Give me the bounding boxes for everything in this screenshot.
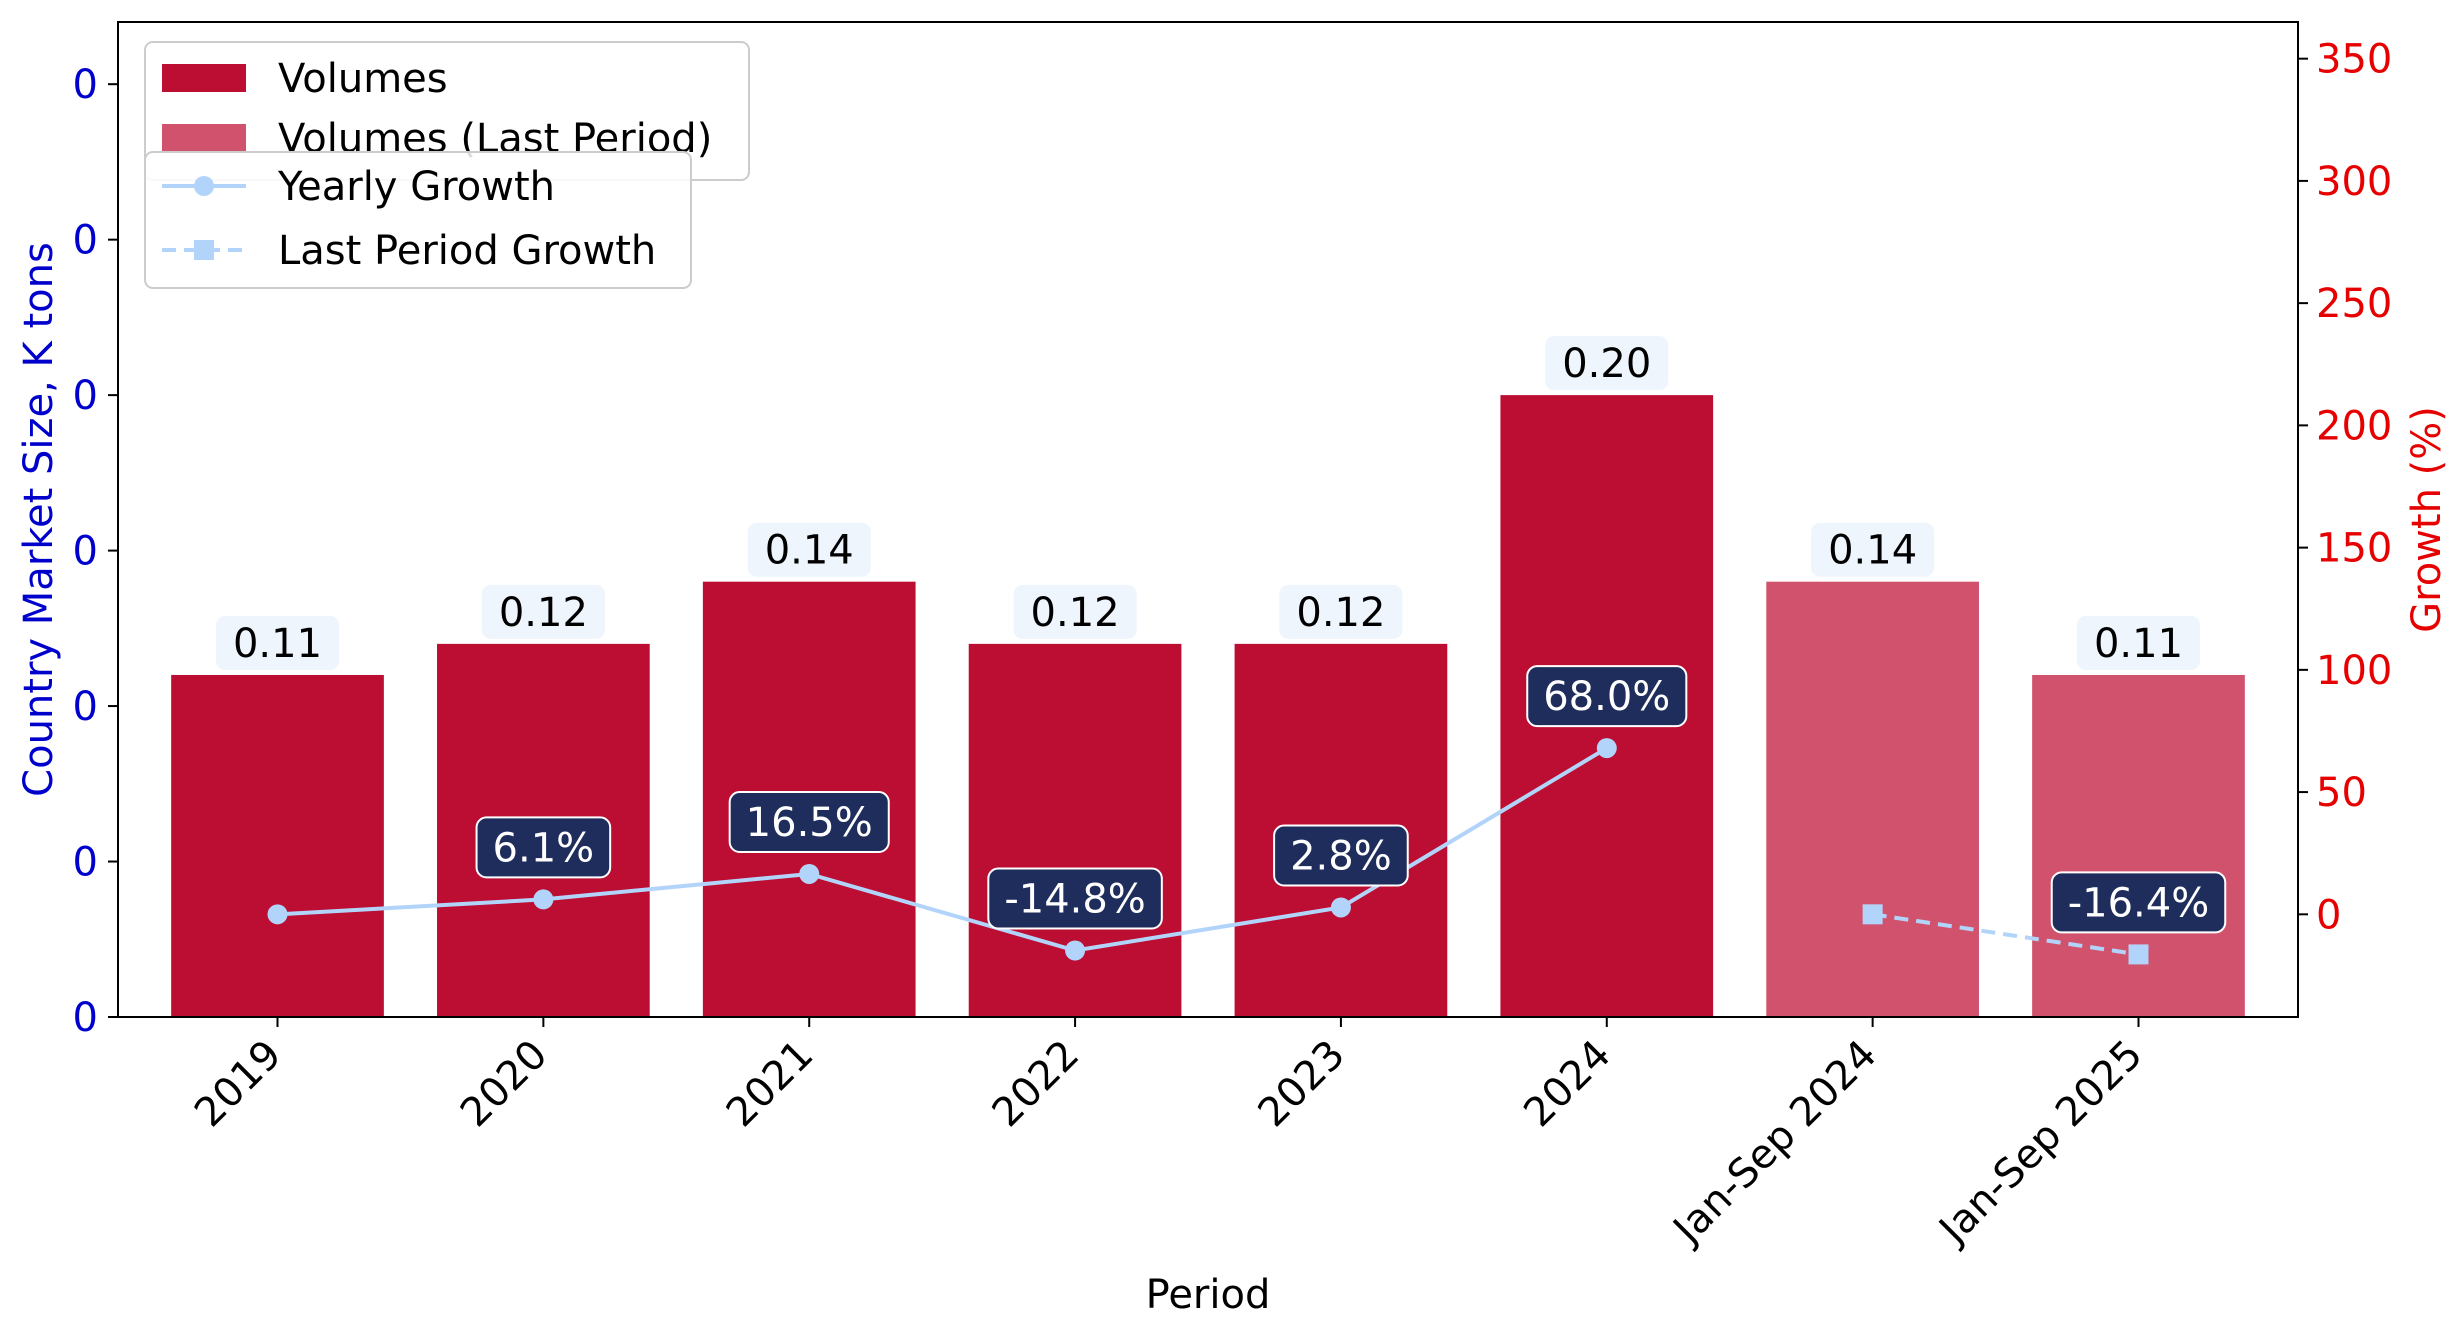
growth-label: 68.0% [1543,674,1670,720]
left-tick-label: 0 [73,62,98,108]
growth-label: -16.4% [2068,880,2210,926]
bar-value-label-box [1809,520,1937,579]
right-tick-label: 250 [2316,281,2392,327]
last-period-growth-line [1872,912,2139,957]
x-tick-label: 2023 [1249,1032,1354,1137]
x-tick-label: 2024 [1515,1032,1620,1137]
yearly-growth-marker [799,863,820,884]
x-tick-label: 2019 [186,1032,291,1137]
bar-value-label: 0.12 [1031,590,1120,636]
y-axis-title-left: Country Market Size, K tons [16,242,62,797]
yearly-growth-marker [267,904,288,925]
right-tick-label: 50 [2316,770,2367,816]
left-tick-label: 0 [73,995,98,1041]
left-tick-label: 0 [73,373,98,419]
x-tick-label: Jan-Sep 2024 [1663,1032,1886,1255]
right-tick-label: 300 [2316,159,2392,205]
growth-label-box [728,790,890,853]
bar-value-label: 0.14 [1828,528,1917,574]
bar-value-label: 0.11 [2094,621,2183,667]
right-tick-label: 150 [2316,526,2392,572]
legend-swatch-volumes [162,64,246,92]
right-tick-label: 100 [2316,648,2392,694]
growth-label-box [1526,665,1688,728]
growth-label-box [1273,824,1409,887]
right-tick-label: 0 [2316,892,2341,938]
bar-jan-sep-2025 [2032,674,2245,1017]
y-axis-title-right: Growth (%) [2404,406,2450,633]
bar-value-label-box [745,520,873,579]
legend-label-last-period-growth: Last Period Growth [278,228,656,274]
x-tick-label: 2020 [452,1032,557,1137]
left-tick-label: 0 [73,218,98,264]
bar-value-label: 0.14 [765,528,854,574]
yearly-growth-marker [1596,738,1617,759]
growth-label: 2.8% [1290,833,1392,879]
growth-label-box [475,816,612,879]
legend-label-yearly-growth: Yearly Growth [277,164,555,210]
legend-label-volumes: Volumes [278,56,448,102]
bar-value-label-box [1277,582,1405,641]
bar-value-label-box [213,613,342,672]
left-tick-label: 0 [73,529,98,575]
bar-value-label-box [479,582,607,641]
x-axis-title: Period [1146,1272,1271,1318]
x-tick-label: Jan-Sep 2025 [1929,1032,2152,1255]
growth-label: -14.8% [1004,877,1146,923]
left-tick-label: 0 [73,840,98,886]
bar-value-label: 0.11 [233,621,322,667]
bar-2022 [968,643,1182,1017]
growth-label: 6.1% [493,825,595,871]
bar-value-label: 0.20 [1562,341,1651,387]
right-tick-label: 350 [2316,37,2392,83]
yearly-growth-marker [533,889,554,910]
right-tick-label: 200 [2316,403,2392,449]
yearly-growth-marker [1065,940,1086,961]
plot-frame [117,21,2299,1018]
legend-marker-last-period-growth [194,240,214,260]
bar-value-label-box [1543,334,1671,393]
left-tick-label: 0 [73,684,98,730]
last-period-growth-marker [2128,944,2149,965]
bar-value-label: 0.12 [499,590,588,636]
legend-lines-box [144,151,692,289]
bar-value-label: 0.12 [1296,590,1385,636]
legend-marker-yearly-growth [194,176,214,196]
yearly-growth-marker [1330,897,1351,918]
bars-layer [171,395,2245,1017]
legend-swatch-volumes-last-period [162,124,246,152]
growth-label: 16.5% [746,800,873,846]
bar-value-label-box [2074,613,2203,672]
x-tick-label: 2021 [718,1032,823,1137]
last-period-growth-marker [1862,904,1883,925]
growth-label-box [2050,871,2227,934]
growth-label-box [987,867,1163,930]
bar-value-label-box [1011,582,1139,641]
bar-2019 [171,674,384,1017]
bar-jan-sep-2024 [1766,581,1979,1017]
labels-layer: 0.11 0.12 0.14 0.12 0.12 0.20 0.14 0.11 6.1% 16.5… [213,334,2227,934]
x-tick-label: 2022 [984,1032,1089,1137]
